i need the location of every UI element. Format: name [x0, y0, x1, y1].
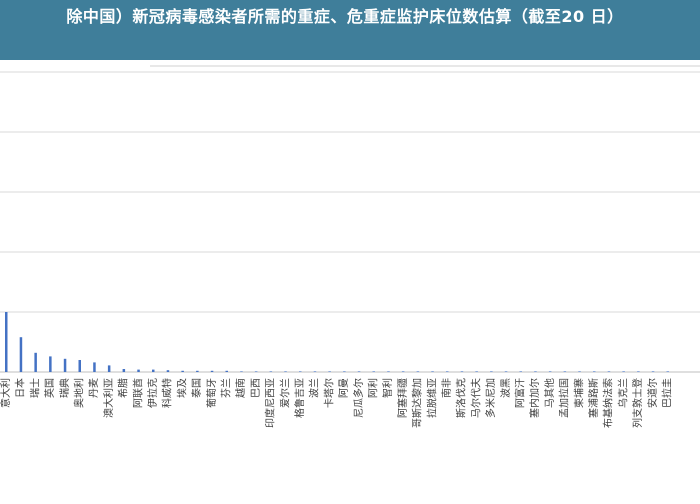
x-tick-label: 日本	[14, 378, 27, 398]
x-tick-label: 葡萄牙	[205, 378, 218, 408]
bar	[34, 352, 37, 372]
bar	[622, 371, 625, 372]
bar	[357, 371, 361, 372]
bar	[107, 365, 111, 372]
bar	[519, 371, 522, 372]
x-tick-label: 多米尼加	[484, 378, 497, 418]
bar	[666, 371, 669, 372]
x-tick-label: 阿富汗	[514, 378, 527, 408]
x-tick-label: 意大利	[0, 378, 12, 408]
x-tick-label: 拉脱维亚	[425, 378, 438, 418]
chart-title: 除中国）新冠病毒感染者所需的重症、危重症监护床位数估算（截至20 日）	[66, 7, 624, 26]
bar	[504, 371, 508, 372]
x-tick-label: 丹麦	[88, 378, 100, 398]
bar	[534, 371, 537, 372]
x-tick-label: 波兰	[308, 378, 321, 398]
bar	[563, 371, 567, 372]
bar	[313, 371, 317, 372]
bar	[299, 371, 302, 372]
x-tick-label: 瑞典	[58, 378, 71, 398]
bar	[548, 371, 552, 372]
x-tick-label: 乌克兰	[616, 378, 629, 408]
x-tick-label: 列支敦士登	[631, 378, 644, 428]
x-tick-label: 阿塞拜疆	[396, 378, 409, 418]
bar	[5, 312, 8, 372]
bar	[240, 371, 243, 372]
x-tick-label: 奥地利	[73, 378, 86, 408]
bar	[637, 371, 640, 372]
x-tick-label: 澳大利亚	[102, 378, 115, 418]
x-tick-label: 卡塔尔	[322, 378, 335, 408]
bar	[328, 371, 331, 372]
x-tick-label: 智利	[381, 378, 394, 398]
bar	[137, 369, 140, 372]
bar	[343, 371, 346, 372]
bar	[19, 337, 23, 372]
bar	[578, 371, 581, 372]
bar	[122, 369, 126, 372]
bar	[152, 369, 155, 372]
x-tick-label: 瑞士	[28, 378, 41, 398]
x-tick-label: 巴拉圭	[661, 378, 674, 408]
x-tick-label: 塞内加尔	[528, 378, 541, 418]
x-tick-label: 哥斯达黎加	[411, 378, 424, 428]
bar	[460, 371, 464, 372]
x-tick-label: 希腊	[117, 378, 130, 398]
bar	[387, 371, 390, 372]
x-tick-label: 波黑	[499, 378, 512, 398]
bar-chart: 意大利 日本 瑞士 英国 瑞典 奥地利 丹麦 澳大利亚 希腊 阿联酋 伊拉克 科威特 埃及 泰国 葡萄牙 芬兰…	[0, 65, 700, 428]
chart-area: 意大利 日本 瑞士 英国 瑞典 奥地利 丹麦 澳大利亚 希腊 阿联酋 伊拉克 科威特 埃及 泰国 葡萄牙 芬兰…	[0, 60, 700, 500]
x-tick-label: 阿曼	[338, 378, 350, 398]
x-tick-label: 格鲁吉亚	[293, 378, 306, 418]
bar	[181, 370, 184, 372]
title-banner: 除中国）新冠病毒感染者所需的重症、危重症监护床位数估算（截至20 日）	[0, 0, 700, 60]
x-tick-label: 孟加拉国	[558, 378, 571, 418]
x-tick-label: 马尔代夫	[469, 378, 482, 418]
x-tick-label: 巴西	[250, 378, 262, 398]
x-tick-label: 爱尔兰	[278, 378, 291, 408]
bar	[651, 371, 655, 372]
x-tick-label: 尼瓜多尔	[352, 378, 365, 418]
bar	[93, 362, 96, 372]
bar	[166, 370, 170, 372]
x-tick-label: 柬埔寨	[572, 378, 585, 408]
bar	[416, 371, 420, 372]
x-tick-label: 安道尔	[646, 378, 659, 408]
x-tick-label: 埃及	[175, 378, 188, 398]
x-tick-label: 阿利	[368, 378, 380, 398]
bar	[254, 371, 258, 372]
bar	[490, 371, 493, 372]
x-tick-label: 泰国	[190, 378, 203, 398]
x-tick-label: 伊拉克	[146, 378, 159, 408]
bar	[593, 371, 596, 372]
x-tick-label: 越南	[234, 378, 247, 398]
bar	[225, 370, 228, 372]
bar	[372, 371, 375, 372]
bar	[607, 371, 611, 372]
bar	[401, 371, 405, 372]
x-tick-label: 阿联酋	[131, 378, 144, 408]
bar	[269, 371, 273, 372]
x-tick-label: 南非	[440, 378, 453, 398]
x-tick-label: 科威特	[161, 378, 174, 408]
bar	[475, 371, 478, 372]
x-tick-label: 斯洛伐克	[455, 378, 468, 418]
bar	[284, 371, 287, 372]
bar	[78, 360, 81, 372]
bar	[196, 370, 199, 372]
x-tick-label: 芬兰	[220, 378, 233, 398]
x-tick-label: 马其他	[543, 378, 556, 408]
bar	[49, 356, 52, 372]
bar	[431, 371, 434, 372]
bar	[210, 370, 214, 372]
bar	[446, 371, 449, 372]
bar	[63, 358, 67, 372]
x-tick-label: 英国	[43, 378, 56, 398]
x-tick-label: 塞浦路斯	[587, 378, 600, 418]
x-tick-label: 印度尼西亚	[264, 378, 277, 428]
x-tick-label: 布基纳法索	[602, 378, 615, 428]
